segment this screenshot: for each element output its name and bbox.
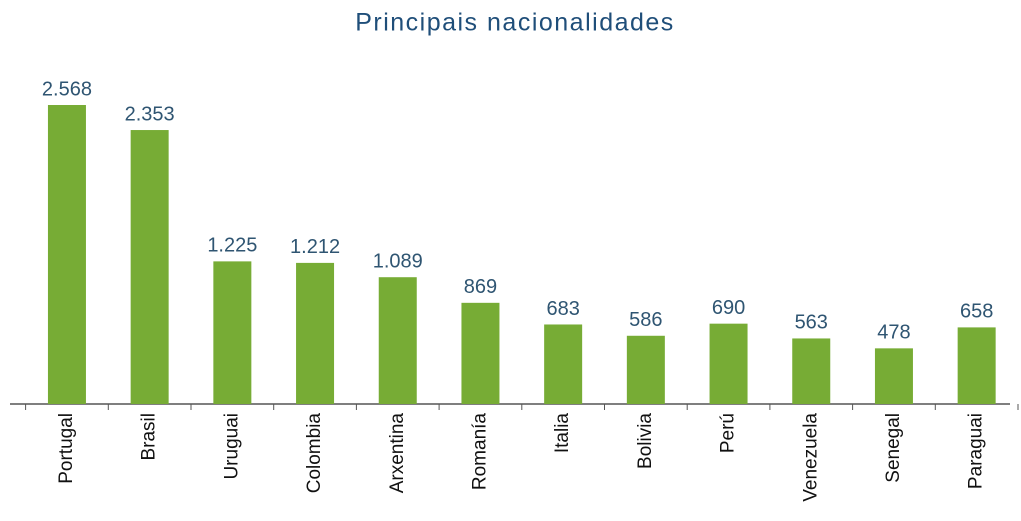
bar [378,277,417,404]
chart-title: Principais nacionalidades [355,9,675,37]
x-tick-label: Colombia [304,413,325,494]
bar [792,338,831,404]
value-label: 1.212 [290,236,340,258]
x-tick-label: Brasil [139,413,160,461]
x-tick-label: Romanía [469,413,490,491]
bar [296,262,335,404]
x-tick-label: Senegal [883,413,904,483]
x-tick-label: Bolivia [635,413,656,469]
value-label: 869 [464,276,497,298]
x-tick-label: Portugal [56,413,77,484]
value-label: 683 [546,298,579,320]
bar [957,327,996,404]
value-label: 2.353 [125,103,175,125]
bar [874,348,913,404]
value-label: 2.568 [42,78,92,100]
bar [47,105,86,405]
bar [709,323,748,404]
value-label: 690 [712,297,745,319]
value-label: 586 [629,309,662,331]
x-tick-label: Italia [552,413,573,454]
bar [544,324,583,404]
value-label: 1.089 [373,250,423,272]
bar [130,130,169,404]
x-tick-label: Perú [718,413,739,453]
bar [213,261,252,404]
value-label: 1.225 [207,235,257,257]
x-tick-label: Paraguai [966,413,987,489]
bar [461,302,500,404]
value-label: 563 [795,312,828,334]
bar [626,335,665,404]
value-label: 658 [960,301,993,323]
x-tick-label: Venezuela [800,413,821,502]
x-tick-label: Arxentina [387,413,408,494]
x-tick-label: Uruguai [221,413,242,480]
value-label: 478 [877,322,910,344]
